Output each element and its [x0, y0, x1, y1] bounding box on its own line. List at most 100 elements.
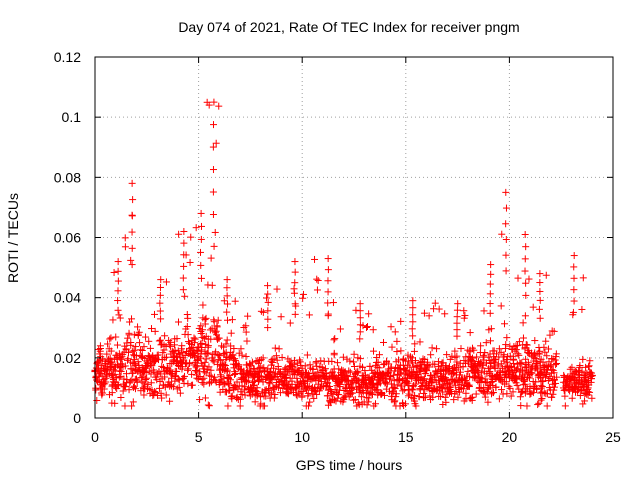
y-tick-label: 0.02 [54, 350, 81, 366]
data-point [227, 376, 235, 384]
data-point [561, 402, 569, 410]
data-point [273, 285, 281, 293]
data-point [101, 380, 109, 388]
data-point [486, 280, 494, 288]
data-point [552, 361, 560, 369]
data-point [324, 299, 332, 307]
data-point [271, 390, 279, 398]
data-point [516, 393, 524, 401]
data-point [291, 300, 299, 308]
data-point [439, 388, 447, 396]
data-point [397, 317, 405, 325]
data-point [579, 355, 587, 363]
data-point [140, 379, 148, 387]
data-point [506, 384, 514, 392]
data-point [404, 392, 412, 400]
data-point [480, 307, 488, 315]
data-point [570, 297, 578, 305]
data-point [299, 294, 307, 302]
data-point [409, 297, 417, 305]
data-point [549, 390, 557, 398]
x-tick-label: 0 [91, 429, 99, 445]
data-point [399, 376, 407, 384]
data-point [324, 288, 332, 296]
data-point [283, 389, 291, 397]
data-point [128, 402, 136, 410]
data-point [513, 341, 521, 349]
data-point [286, 374, 294, 382]
data-point [180, 262, 188, 270]
data-point [529, 303, 537, 311]
data-point [424, 362, 432, 370]
data-point [568, 363, 576, 371]
data-point [468, 393, 476, 401]
data-point [569, 308, 577, 316]
data-point [209, 356, 217, 364]
data-point [382, 378, 390, 386]
data-point [395, 377, 403, 385]
data-point [293, 374, 301, 382]
data-point [331, 335, 339, 343]
data-point [214, 351, 222, 359]
data-point [134, 332, 142, 340]
data-point [518, 359, 526, 367]
data-point [486, 309, 494, 317]
data-point [179, 274, 187, 282]
data-point [356, 307, 364, 315]
data-point [233, 378, 241, 386]
data-point [454, 393, 462, 401]
data-point [286, 319, 294, 327]
data-point [288, 380, 296, 388]
data-point [277, 313, 285, 321]
data-point [156, 283, 164, 291]
data-point [538, 395, 546, 403]
data-point [578, 367, 586, 375]
data-point [298, 372, 306, 380]
data-point [305, 311, 313, 319]
data-point [379, 338, 387, 346]
data-point [441, 310, 449, 318]
data-point [134, 358, 142, 366]
data-point [242, 352, 250, 360]
data-point [486, 350, 494, 358]
data-point [523, 367, 531, 375]
data-point [228, 316, 236, 324]
data-point [223, 276, 231, 284]
data-point [317, 378, 325, 386]
data-point [175, 383, 183, 391]
data-point [210, 121, 218, 129]
data-point [163, 353, 171, 361]
data-point [356, 314, 364, 322]
data-point [184, 366, 192, 374]
data-point [197, 261, 205, 269]
data-point [187, 233, 195, 241]
data-point [125, 386, 133, 394]
data-point [123, 356, 131, 364]
data-point [393, 348, 401, 356]
data-point [132, 343, 140, 351]
data-point [175, 230, 183, 238]
data-point [298, 393, 306, 401]
data-point [486, 300, 494, 308]
data-point [210, 318, 218, 326]
data-point [328, 357, 336, 365]
data-point [409, 318, 417, 326]
data-point [411, 380, 419, 388]
data-point [285, 390, 293, 398]
data-point [390, 398, 398, 406]
data-point [537, 384, 545, 392]
data-point [498, 386, 506, 394]
data-point [130, 331, 138, 339]
data-point [112, 333, 120, 341]
data-point [546, 331, 554, 339]
data-point [502, 235, 510, 243]
data-point [206, 326, 214, 334]
data-point [126, 318, 134, 326]
data-point [174, 318, 182, 326]
data-point [327, 399, 335, 407]
data-point [349, 383, 357, 391]
data-point [223, 366, 231, 374]
data-point [521, 230, 529, 238]
data-point [264, 290, 272, 298]
